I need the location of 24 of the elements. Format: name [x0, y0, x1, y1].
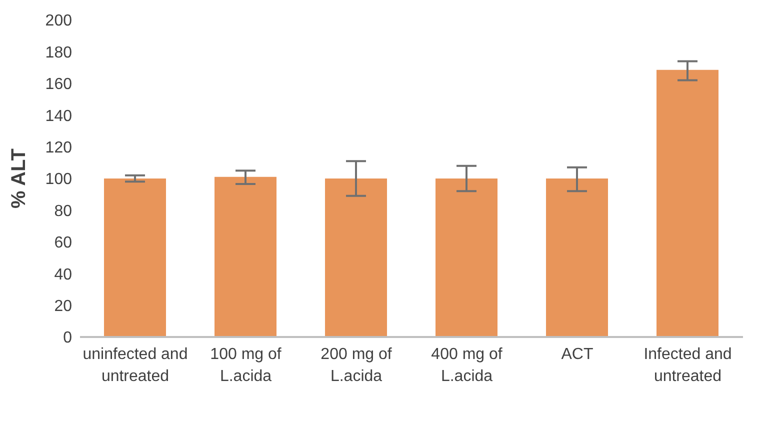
y-tick-label: 80: [54, 202, 72, 220]
bar: [325, 178, 387, 337]
y-tick-label: 200: [45, 12, 72, 30]
x-tick-label: Infected and untreated: [644, 346, 732, 385]
y-tick-label: 0: [63, 330, 72, 347]
y-tick-label: 20: [54, 298, 72, 315]
x-tick-label: ACT: [561, 346, 594, 363]
bar: [436, 178, 498, 337]
y-tick-label: 160: [45, 76, 72, 94]
y-tick-label: 180: [45, 44, 72, 62]
bar: [656, 70, 718, 337]
y-tick-label: 100: [45, 171, 72, 188]
x-tick-label: 200 mg of L.acida: [320, 346, 392, 385]
x-tick-label: 400 mg of L.acida: [431, 346, 503, 385]
bar: [546, 178, 608, 337]
y-axis-title: % ALT: [8, 148, 30, 208]
y-tick-label: 60: [54, 234, 72, 252]
x-tick-label: 100 mg of L.acida: [210, 346, 282, 385]
y-tick-label: 120: [45, 139, 72, 156]
y-tick-label: 140: [45, 108, 72, 125]
x-tick-label: uninfected and untreated: [82, 346, 188, 385]
y-tick-label: 40: [54, 266, 72, 284]
bar: [104, 178, 166, 337]
bar: [214, 176, 276, 337]
